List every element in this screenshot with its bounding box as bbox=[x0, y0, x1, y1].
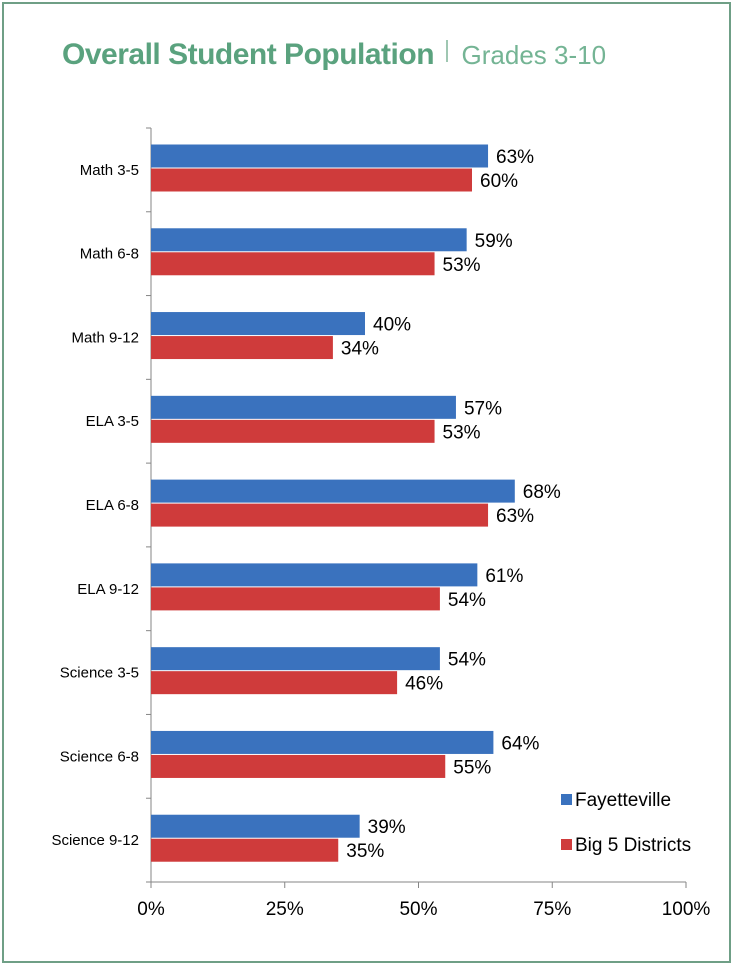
value-label-big-5-districts-math-6-8: 53% bbox=[443, 255, 481, 276]
bar-fayetteville-math-6-8 bbox=[151, 228, 467, 252]
legend-swatch-fayetteville bbox=[561, 794, 572, 805]
category-label-math-3-5: Math 3-5 bbox=[80, 162, 139, 179]
x-tick-label: 75% bbox=[533, 899, 571, 920]
bar-big-5-districts-math-3-5 bbox=[151, 168, 472, 192]
bar-fayetteville-ela-6-8 bbox=[151, 479, 515, 503]
x-tick-label: 100% bbox=[662, 899, 711, 920]
bar-big-5-districts-math-6-8 bbox=[151, 252, 435, 276]
bar-fayetteville-science-9-12 bbox=[151, 814, 360, 838]
bar-big-5-districts-ela-9-12 bbox=[151, 587, 440, 611]
category-label-ela-9-12: ELA 9-12 bbox=[77, 581, 139, 598]
x-tick-label: 50% bbox=[399, 899, 437, 920]
bar-big-5-districts-science-6-8 bbox=[151, 754, 446, 778]
legend-label-big-5-districts: Big 5 Districts bbox=[575, 835, 691, 856]
bar-big-5-districts-math-9-12 bbox=[151, 336, 333, 360]
bar-fayetteville-ela-9-12 bbox=[151, 563, 478, 587]
bar-big-5-districts-science-3-5 bbox=[151, 671, 398, 695]
category-label-ela-6-8: ELA 6-8 bbox=[86, 497, 139, 514]
value-label-fayetteville-ela-3-5: 57% bbox=[464, 398, 502, 419]
bar-big-5-districts-ela-3-5 bbox=[151, 419, 435, 443]
value-label-big-5-districts-ela-9-12: 54% bbox=[448, 590, 486, 611]
chart-header: Overall Student Population Grades 3-10 bbox=[62, 38, 606, 72]
category-label-math-9-12: Math 9-12 bbox=[71, 329, 139, 346]
value-label-fayetteville-math-3-5: 63% bbox=[496, 147, 534, 168]
value-label-fayetteville-ela-9-12: 61% bbox=[485, 566, 523, 587]
category-label-science-3-5: Science 3-5 bbox=[60, 665, 139, 682]
value-label-big-5-districts-science-6-8: 55% bbox=[453, 757, 491, 778]
value-label-fayetteville-ela-6-8: 68% bbox=[523, 482, 561, 503]
category-label-math-6-8: Math 6-8 bbox=[80, 246, 139, 263]
value-label-big-5-districts-math-9-12: 34% bbox=[341, 339, 379, 360]
bar-fayetteville-science-6-8 bbox=[151, 730, 494, 754]
value-label-big-5-districts-ela-6-8: 63% bbox=[496, 506, 534, 527]
value-label-big-5-districts-science-9-12: 35% bbox=[346, 841, 384, 862]
value-label-big-5-districts-math-3-5: 60% bbox=[480, 171, 518, 192]
bar-fayetteville-science-3-5 bbox=[151, 647, 440, 671]
chart-subtitle: Grades 3-10 bbox=[461, 40, 607, 70]
value-label-fayetteville-science-6-8: 64% bbox=[501, 733, 539, 754]
bar-fayetteville-math-3-5 bbox=[151, 144, 489, 168]
value-label-big-5-districts-ela-3-5: 53% bbox=[443, 422, 481, 443]
chart-title: Overall Student Population bbox=[62, 38, 435, 71]
bar-big-5-districts-ela-6-8 bbox=[151, 503, 489, 527]
legend-swatch-big-5-districts bbox=[561, 839, 572, 850]
bar-fayetteville-ela-3-5 bbox=[151, 395, 456, 419]
category-label-ela-3-5: ELA 3-5 bbox=[86, 413, 139, 430]
value-label-fayetteville-math-9-12: 40% bbox=[373, 315, 411, 336]
title-divider bbox=[446, 40, 448, 62]
category-label-science-6-8: Science 6-8 bbox=[60, 748, 139, 765]
bar-big-5-districts-science-9-12 bbox=[151, 838, 339, 862]
category-label-science-9-12: Science 9-12 bbox=[51, 832, 139, 849]
value-label-fayetteville-science-9-12: 39% bbox=[368, 817, 406, 838]
x-tick-label: 25% bbox=[266, 899, 304, 920]
value-label-fayetteville-science-3-5: 54% bbox=[448, 650, 486, 671]
value-label-fayetteville-math-6-8: 59% bbox=[475, 231, 513, 252]
value-label-big-5-districts-science-3-5: 46% bbox=[405, 674, 443, 695]
legend-label-fayetteville: Fayetteville bbox=[575, 790, 671, 811]
x-tick-label: 0% bbox=[137, 899, 165, 920]
bar-fayetteville-math-9-12 bbox=[151, 312, 365, 336]
